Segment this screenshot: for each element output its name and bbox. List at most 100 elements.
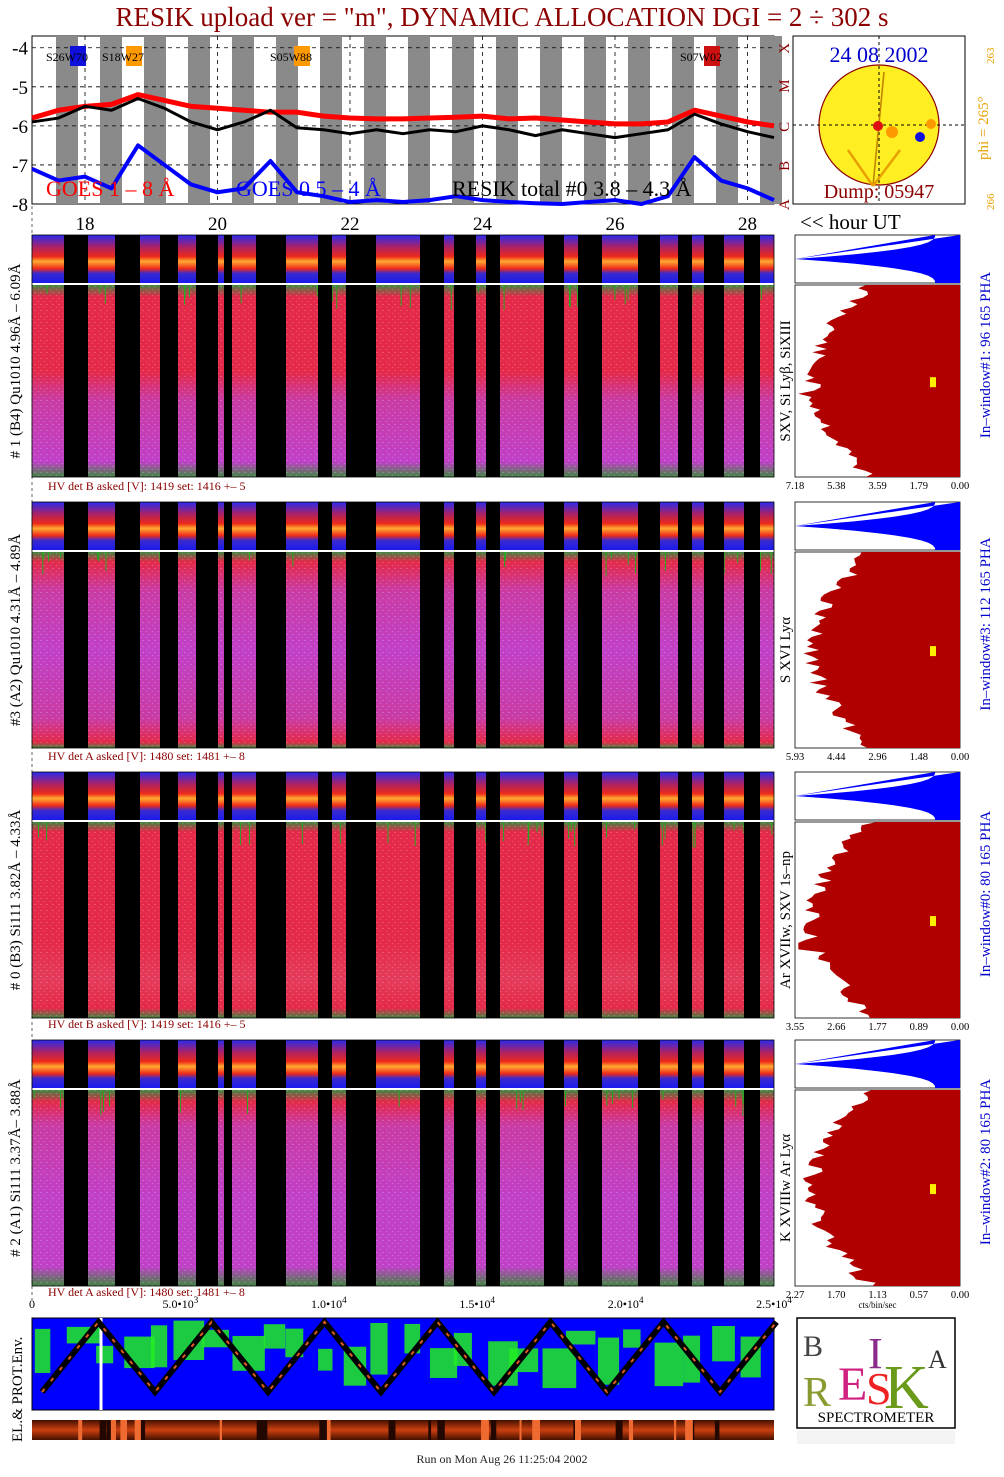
- data-gap: [678, 502, 692, 550]
- pointing-arrow: [846, 149, 901, 187]
- logo-frame: [796, 1317, 956, 1429]
- data-gap: [115, 235, 140, 283]
- data-gap: [115, 502, 140, 550]
- spectrum-x-tick: 2.66: [827, 1022, 845, 1033]
- orbit-zigzag: [39, 1317, 779, 1397]
- logo-letter-b: B: [803, 1330, 823, 1363]
- data-gap: [256, 822, 286, 1018]
- spectrum-x-tick: 5.38: [827, 481, 845, 492]
- data-gap: [115, 285, 140, 477]
- data-gap: [454, 235, 476, 283]
- data-gap: [544, 772, 564, 820]
- electron-envelope-patch: [712, 1325, 735, 1362]
- data-gap: [578, 772, 602, 820]
- pha-histogram: [795, 1040, 960, 1088]
- duty-stripe: [452, 36, 474, 204]
- data-gap: [196, 235, 218, 283]
- goes-y-tick-label: -8: [12, 195, 28, 216]
- env-strip-segment: [532, 1420, 541, 1440]
- electron-envelope-patch: [318, 1348, 333, 1371]
- env-strip-segment: [138, 1420, 146, 1440]
- data-gap: [638, 552, 660, 748]
- spectrum-line-ids: K XVIIIw Ar Lyα: [778, 1134, 794, 1242]
- duty-stripe: [760, 36, 782, 204]
- logo-caption: SPECTROMETER: [818, 1410, 935, 1426]
- data-gap: [544, 552, 564, 748]
- data-gap: [638, 822, 660, 1018]
- env-x-tick: 5.0•103: [163, 1295, 199, 1311]
- env-strip-segment: [388, 1420, 394, 1440]
- spectrum-line-ids: Ar XVIIw, SXV 1s–np: [778, 851, 794, 989]
- time-tick-label: 28: [738, 214, 757, 235]
- data-gap: [486, 822, 500, 1018]
- data-gap: [486, 1040, 500, 1088]
- sun-date: 24 08 2002: [830, 42, 929, 67]
- spectrum-x-tick: 0.00: [951, 481, 969, 492]
- spectrum-x-tick: 3.59: [868, 481, 886, 492]
- data-gap: [704, 285, 724, 477]
- in-window-label: In–window#1: 96 165 PHA: [978, 272, 994, 438]
- data-gap: [318, 1090, 332, 1286]
- data-gap: [420, 235, 444, 283]
- region-marker-s26w70: [915, 132, 925, 142]
- spectrogram-texture: [32, 1090, 774, 1286]
- duty-stripe: [100, 36, 122, 204]
- duty-stripe: [716, 36, 738, 204]
- time-tick-label: 18: [76, 214, 95, 235]
- env-strip-segment: [326, 1420, 331, 1440]
- env-strip-segment: [628, 1420, 634, 1440]
- data-gap: [578, 502, 602, 550]
- env-strip-segment: [262, 1420, 268, 1440]
- env-x-tick-exponent: 4: [491, 1295, 496, 1305]
- region-label: S05W88: [270, 50, 312, 64]
- env-bottom-strip: [32, 1420, 774, 1440]
- spectrogram-texture: [32, 552, 774, 748]
- data-gap: [160, 1040, 178, 1088]
- data-gap: [346, 772, 376, 820]
- channel-left-label: #3 (A2) Qu1010 4.31Å – 4.89Å: [8, 534, 24, 726]
- data-gap: [704, 1040, 724, 1088]
- data-gap: [256, 1090, 286, 1286]
- env-strip-segment: [106, 1420, 113, 1440]
- in-window-label: In–window#3: 112 165 PHA: [978, 537, 994, 710]
- spectrum-x-tick: 1.13: [868, 1290, 886, 1301]
- data-gap: [420, 772, 444, 820]
- data-gap: [64, 285, 88, 477]
- data-gap: [115, 772, 140, 820]
- data-gap: [704, 235, 724, 283]
- channel-frame: [31, 234, 775, 478]
- goes-series-line: [31, 92, 775, 129]
- logo-letter-a: A: [928, 1345, 947, 1374]
- data-gap: [638, 1090, 660, 1286]
- data-gap: [224, 502, 232, 550]
- data-gap: [224, 822, 232, 1018]
- logo-letter-e: E: [838, 1358, 867, 1411]
- spectrum-x-tick: 4.44: [827, 752, 846, 763]
- env-strip-segment: [106, 1420, 110, 1440]
- data-gap: [486, 552, 500, 748]
- region-label: S18W27: [102, 50, 144, 64]
- data-gap: [544, 1040, 564, 1088]
- phi-sup: 263: [985, 47, 997, 64]
- env-strip-segment: [120, 1420, 128, 1440]
- data-gap: [578, 822, 602, 1018]
- electron-envelope-patch: [623, 1329, 641, 1348]
- env-strip-segment: [437, 1420, 445, 1440]
- data-gap: [704, 552, 724, 748]
- env-x-tick-exponent: 4: [787, 1295, 792, 1305]
- channel-ch1: HV det B asked [V]: 1419 set: 1416 +– 5 #…: [8, 234, 994, 493]
- env-strip-segment: [685, 1420, 693, 1440]
- data-gap: [318, 285, 332, 477]
- data-gap: [678, 1040, 692, 1088]
- particle-environment-panel: 0 5.0•103 1.0•104 1.5•104 2.0•104 2.5•104 EL.…: [10, 1295, 792, 1442]
- data-gap: [544, 822, 564, 1018]
- env-strip-segment: [256, 1420, 264, 1440]
- data-gap: [678, 1090, 692, 1286]
- region-label: S26W70: [46, 50, 88, 64]
- region-color-box: [704, 46, 720, 66]
- logo-fineprint: [797, 1430, 955, 1444]
- duty-stripe: [320, 36, 342, 204]
- env-strip-segment: [428, 1420, 432, 1440]
- data-gap: [420, 552, 444, 748]
- data-gap: [160, 772, 178, 820]
